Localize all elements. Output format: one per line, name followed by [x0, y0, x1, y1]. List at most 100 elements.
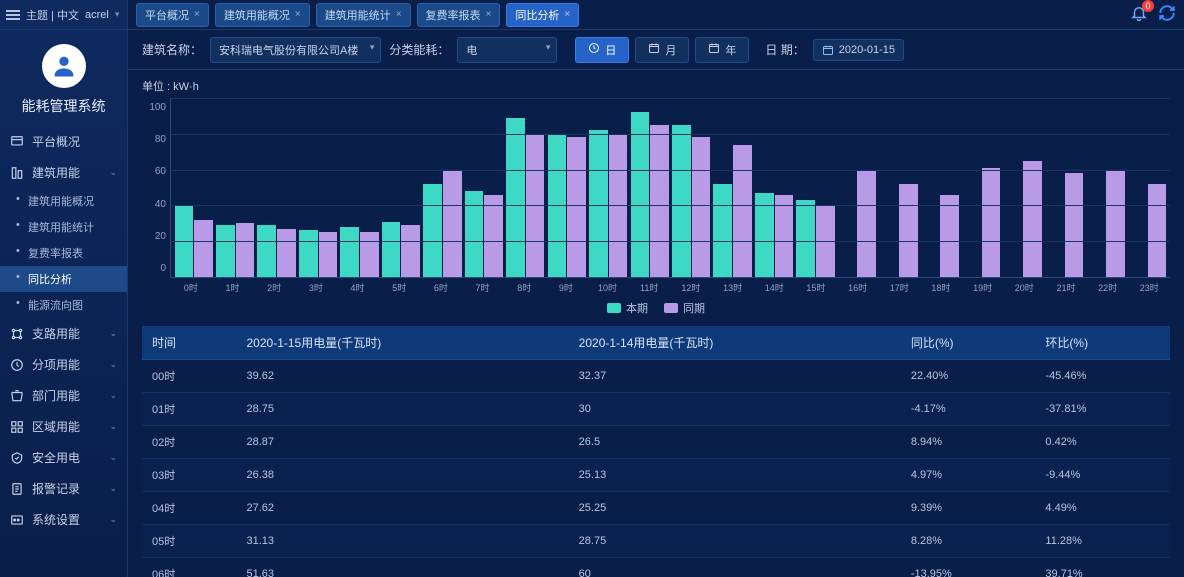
sidebar-subitem[interactable]: 同比分析 [0, 266, 127, 292]
sidebar-item-1[interactable]: 建筑用能⌄ [0, 157, 127, 188]
sidebar-item-4[interactable]: 部门用能 ⌄ [0, 380, 127, 411]
sidebar-subitem[interactable]: 建筑用能统计 [0, 214, 127, 240]
bar-s2[interactable] [857, 170, 876, 277]
time-button-月[interactable]: 月 [635, 37, 689, 63]
bar-s1[interactable] [589, 130, 608, 277]
table-cell: 25.13 [569, 459, 901, 492]
close-icon[interactable]: × [564, 9, 570, 20]
x-tick: 22时 [1087, 281, 1129, 294]
bell-icon[interactable]: 0 [1130, 4, 1148, 25]
bar-s2[interactable] [567, 137, 586, 277]
bar-s2[interactable] [443, 170, 462, 277]
bar-s2[interactable] [401, 225, 420, 277]
bar-s1[interactable] [465, 191, 484, 277]
bar-group [712, 98, 753, 277]
bar-group [753, 98, 794, 277]
sidebar-item-6[interactable]: 安全用电⌄ [0, 442, 127, 473]
sidebar-item-5[interactable]: 区域用能⌄ [0, 411, 127, 442]
bar-s1[interactable] [257, 225, 276, 277]
close-icon[interactable]: × [486, 9, 492, 20]
bar-s2[interactable] [692, 137, 711, 277]
user-label[interactable]: acrel [85, 9, 109, 21]
x-tick: 20时 [1003, 281, 1045, 294]
nav-icon [10, 358, 24, 372]
bar-s2[interactable] [1065, 173, 1084, 277]
bar-s2[interactable] [1023, 161, 1042, 277]
table-row: 06时51.6360-13.95%39.71% [142, 558, 1170, 577]
date-input[interactable]: 2020-01-15 [813, 39, 904, 61]
table-cell: 04时 [142, 492, 237, 525]
bar-s2[interactable] [194, 220, 213, 277]
bar-s1[interactable] [672, 125, 691, 277]
table-cell: 28.75 [569, 525, 901, 558]
type-select[interactable]: 电 [457, 37, 557, 63]
bar-s1[interactable] [299, 230, 318, 277]
bar-s1[interactable] [713, 184, 732, 277]
sidebar-subitem[interactable]: 复费率报表 [0, 240, 127, 266]
tab-label: 同比分析 [515, 7, 559, 23]
building-select[interactable]: 安科瑞电气股份有限公司A楼 [210, 37, 381, 63]
close-icon[interactable]: × [396, 9, 402, 20]
bar-s1[interactable] [382, 222, 401, 277]
y-tick: 60 [155, 166, 166, 177]
bar-s2[interactable] [277, 229, 296, 277]
table-cell: -9.44% [1035, 459, 1170, 492]
bar-s2[interactable] [940, 195, 959, 277]
table-header: 环比(%) [1035, 326, 1170, 360]
sidebar-subitem[interactable]: 建筑用能概况 [0, 188, 127, 214]
calendar-icon [708, 42, 720, 57]
bar-s2[interactable] [982, 168, 1001, 277]
sidebar-item-8[interactable]: 系统设置⌄ [0, 504, 127, 535]
clock-icon [588, 42, 600, 57]
bar-s1[interactable] [631, 112, 650, 277]
tab-label: 建筑用能概况 [224, 7, 290, 23]
close-icon[interactable]: × [295, 9, 301, 20]
bar-s2[interactable] [899, 184, 918, 277]
bar-s1[interactable] [796, 200, 815, 277]
sidebar-item-2[interactable]: 支路用能⌄ [0, 318, 127, 349]
sidebar-item-7[interactable]: 报警记录⌄ [0, 473, 127, 504]
avatar-block: 能耗管理系统 [0, 30, 127, 126]
nav-label: 平台概况 [32, 133, 80, 150]
tab[interactable]: 复费率报表× [417, 3, 501, 27]
x-tick: 14时 [753, 281, 795, 294]
bar-s2[interactable] [360, 232, 379, 277]
bar-s2[interactable] [650, 125, 669, 277]
bar-s1[interactable] [216, 225, 235, 277]
nav-label: 部门用能 [32, 387, 80, 404]
table-cell: 30 [569, 393, 901, 426]
bar-s1[interactable] [423, 184, 442, 277]
chevron-right-icon: ⌄ [109, 390, 117, 401]
bar-s2[interactable] [1148, 184, 1167, 277]
table-cell: 39.71% [1035, 558, 1170, 577]
bar-s2[interactable] [733, 145, 752, 277]
nav-icon [10, 389, 24, 403]
bar-group [795, 98, 836, 277]
bar-s2[interactable] [236, 223, 255, 277]
bar-s2[interactable] [319, 232, 338, 277]
bar-s2[interactable] [484, 195, 503, 277]
legend-item[interactable]: 本期 [607, 300, 648, 316]
sidebar-item-3[interactable]: 分项用能⌄ [0, 349, 127, 380]
refresh-icon[interactable] [1158, 4, 1176, 25]
avatar[interactable] [42, 44, 86, 88]
table-cell: 01时 [142, 393, 237, 426]
bar-s1[interactable] [506, 118, 525, 277]
theme-label[interactable]: 主题 | 中文 [26, 7, 79, 23]
table-header: 2020-1-15用电量(千瓦时) [237, 326, 569, 360]
legend-item[interactable]: 同期 [664, 300, 705, 316]
time-button-年[interactable]: 年 [695, 37, 749, 63]
time-button-日[interactable]: 日 [575, 37, 629, 63]
bar-s2[interactable] [1106, 170, 1125, 277]
tab[interactable]: 平台概况× [136, 3, 209, 27]
menu-toggle-icon[interactable] [6, 10, 20, 20]
nav-icon [10, 482, 24, 496]
bar-s1[interactable] [340, 227, 359, 277]
bar-s2[interactable] [775, 195, 794, 277]
sidebar-item-0[interactable]: 平台概况 [0, 126, 127, 157]
tab[interactable]: 建筑用能概况 × [215, 3, 310, 27]
tab[interactable]: 同比分析 × [506, 3, 579, 27]
sidebar-subitem[interactable]: 能源流向图 [0, 292, 127, 318]
close-icon[interactable]: × [194, 9, 200, 20]
tab[interactable]: 建筑用能统计× [316, 3, 411, 27]
